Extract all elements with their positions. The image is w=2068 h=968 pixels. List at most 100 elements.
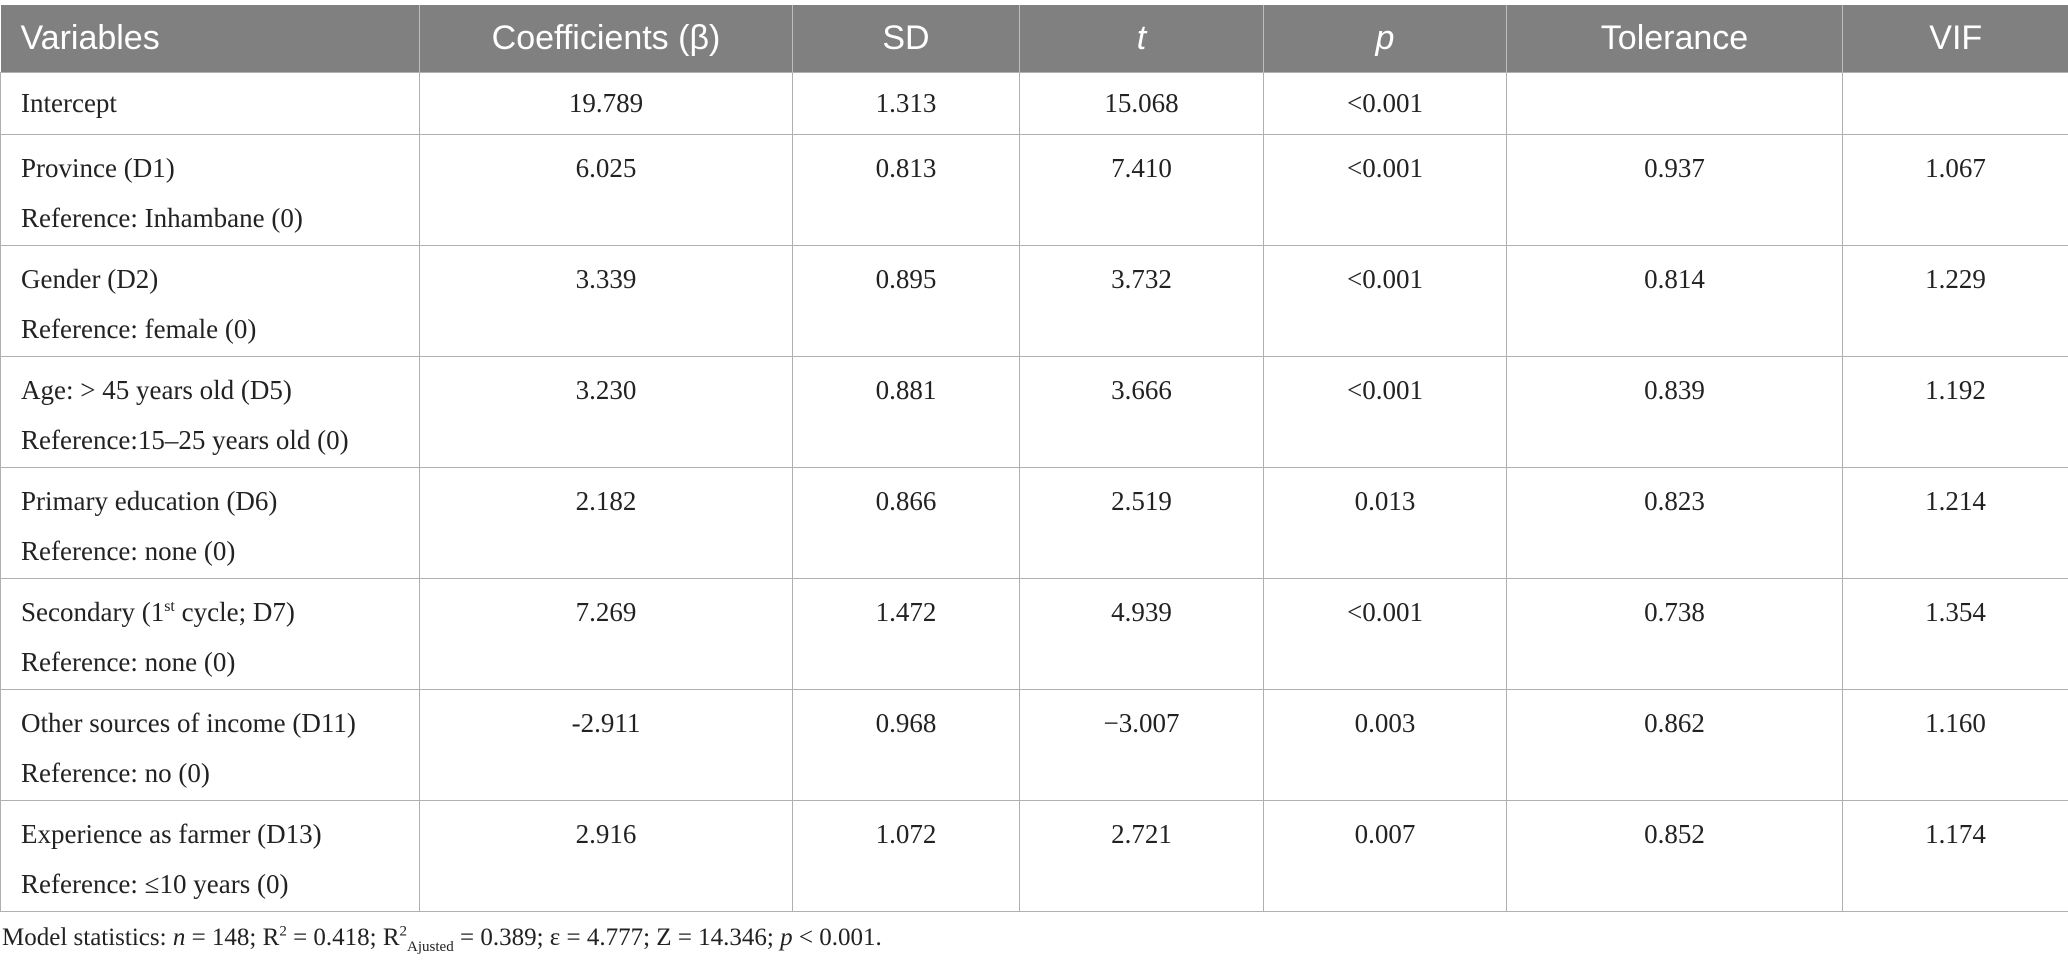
variable-cell: Other sources of income (D11) Reference:… bbox=[0, 689, 420, 801]
vif-cell: 1.192 bbox=[1842, 356, 2068, 468]
t-value: 2.721 bbox=[1111, 819, 1172, 849]
t-value: 7.410 bbox=[1111, 153, 1172, 183]
vif-value: 1.192 bbox=[1925, 375, 1986, 405]
vif-cell: 1.229 bbox=[1842, 245, 2068, 357]
p-value: <0.001 bbox=[1347, 597, 1423, 627]
sd-value: 1.472 bbox=[875, 597, 937, 627]
tolerance-cell: 0.839 bbox=[1506, 356, 1843, 468]
p-cell: 0.013 bbox=[1263, 467, 1507, 579]
header-coefficients: Coefficients (β) bbox=[419, 5, 793, 73]
vif-cell: 1.354 bbox=[1842, 578, 2068, 690]
vif-cell: 1.174 bbox=[1842, 800, 2068, 912]
sd-value: 0.813 bbox=[875, 153, 937, 183]
variable-cell: Primary education (D6) Reference: none (… bbox=[0, 467, 420, 579]
coef-cell: 2.916 bbox=[419, 800, 793, 912]
variable-cell: Experience as farmer (D13) Reference: ≤1… bbox=[0, 800, 420, 912]
table-row: Other sources of income (D11) Reference:… bbox=[0, 689, 2068, 801]
table-header-row: Variables Coefficients (β) SD t p Tolera… bbox=[0, 5, 2068, 73]
t-cell: 2.519 bbox=[1019, 467, 1264, 579]
sd-value: 0.866 bbox=[875, 486, 937, 516]
variable-reference: Reference: ≤10 years (0) bbox=[21, 869, 289, 899]
t-cell: 3.666 bbox=[1019, 356, 1264, 468]
coef-cell: -2.911 bbox=[419, 689, 793, 801]
coef-value: -2.911 bbox=[571, 708, 641, 738]
header-vif: VIF bbox=[1842, 5, 2068, 73]
t-cell: 3.732 bbox=[1019, 245, 1264, 357]
t-value: 3.732 bbox=[1111, 264, 1172, 294]
t-cell: 7.410 bbox=[1019, 134, 1264, 246]
p-value: <0.001 bbox=[1347, 264, 1423, 294]
tolerance-cell: 0.937 bbox=[1506, 134, 1843, 246]
header-t: t bbox=[1019, 5, 1264, 73]
vif-cell bbox=[1842, 72, 2068, 135]
vif-cell: 1.067 bbox=[1842, 134, 2068, 246]
p-value: 0.013 bbox=[1354, 486, 1416, 516]
p-cell: 0.003 bbox=[1263, 689, 1507, 801]
header-tolerance: Tolerance bbox=[1506, 5, 1843, 73]
vif-cell: 1.160 bbox=[1842, 689, 2068, 801]
table-row: Primary education (D6) Reference: none (… bbox=[0, 467, 2068, 579]
t-value: 3.666 bbox=[1111, 375, 1172, 405]
tolerance-value: 0.823 bbox=[1644, 486, 1705, 516]
variable-cell: Province (D1) Reference: Inhambane (0) bbox=[0, 134, 420, 246]
tolerance-value: 0.862 bbox=[1644, 708, 1705, 738]
t-cell: −3.007 bbox=[1019, 689, 1264, 801]
regression-table: Variables Coefficients (β) SD t p Tolera… bbox=[0, 5, 2068, 912]
tolerance-value: 0.839 bbox=[1644, 375, 1705, 405]
sd-cell: 0.866 bbox=[792, 467, 1020, 579]
coef-value: 3.339 bbox=[575, 264, 637, 294]
coef-value: 2.916 bbox=[575, 819, 637, 849]
model-statistics-footnote: Model statistics: n = 148; R2 = 0.418; R… bbox=[2, 923, 882, 955]
p-value: 0.003 bbox=[1354, 708, 1416, 738]
t-value: 4.939 bbox=[1111, 597, 1172, 627]
table-row: Province (D1) Reference: Inhambane (0) 6… bbox=[0, 134, 2068, 246]
variable-name: Province (D1) bbox=[21, 153, 175, 183]
sd-value: 1.072 bbox=[875, 819, 937, 849]
variable-reference: Reference: Inhambane (0) bbox=[21, 203, 303, 233]
sd-cell: 0.895 bbox=[792, 245, 1020, 357]
t-value: −3.007 bbox=[1103, 708, 1180, 738]
t-value: 2.519 bbox=[1111, 486, 1172, 516]
variable-name: Age: > 45 years old (D5) bbox=[21, 375, 292, 405]
coef-cell: 2.182 bbox=[419, 467, 793, 579]
p-value: <0.001 bbox=[1347, 153, 1423, 183]
tolerance-value: 0.852 bbox=[1644, 819, 1705, 849]
vif-value: 1.160 bbox=[1925, 708, 1986, 738]
variable-name: Secondary (1st cycle; D7) bbox=[21, 597, 295, 627]
tolerance-value: 0.937 bbox=[1644, 153, 1705, 183]
p-value: 0.007 bbox=[1354, 819, 1416, 849]
tolerance-cell: 0.862 bbox=[1506, 689, 1843, 801]
vif-value: 1.067 bbox=[1925, 153, 1986, 183]
coef-cell: 3.230 bbox=[419, 356, 793, 468]
header-variables: Variables bbox=[0, 5, 420, 73]
coef-cell: 19.789 bbox=[419, 72, 793, 135]
table-row: Experience as farmer (D13) Reference: ≤1… bbox=[0, 800, 2068, 912]
variable-reference: Reference: female (0) bbox=[21, 314, 257, 344]
tolerance-value: 0.814 bbox=[1644, 264, 1705, 294]
coef-value: 3.230 bbox=[575, 375, 637, 405]
variable-cell: Secondary (1st cycle; D7) Reference: non… bbox=[0, 578, 420, 690]
tolerance-cell: 0.814 bbox=[1506, 245, 1843, 357]
t-cell: 4.939 bbox=[1019, 578, 1264, 690]
variable-cell: Age: > 45 years old (D5) Reference:15–25… bbox=[0, 356, 420, 468]
vif-cell: 1.214 bbox=[1842, 467, 2068, 579]
vif-value: 1.229 bbox=[1925, 264, 1986, 294]
variable-name: Experience as farmer (D13) bbox=[21, 819, 322, 849]
table-row: Secondary (1st cycle; D7) Reference: non… bbox=[0, 578, 2068, 690]
p-cell: <0.001 bbox=[1263, 578, 1507, 690]
p-cell: <0.001 bbox=[1263, 72, 1507, 135]
sd-cell: 1.072 bbox=[792, 800, 1020, 912]
p-cell: <0.001 bbox=[1263, 134, 1507, 246]
t-cell: 15.068 bbox=[1019, 72, 1264, 135]
coef-cell: 7.269 bbox=[419, 578, 793, 690]
regression-table-container: Variables Coefficients (β) SD t p Tolera… bbox=[0, 5, 2068, 912]
coef-cell: 3.339 bbox=[419, 245, 793, 357]
t-cell: 2.721 bbox=[1019, 800, 1264, 912]
coef-value: 6.025 bbox=[575, 153, 637, 183]
coef-value: 7.269 bbox=[575, 597, 637, 627]
vif-value: 1.174 bbox=[1925, 819, 1986, 849]
tolerance-cell: 0.823 bbox=[1506, 467, 1843, 579]
ordinal-superscript: st bbox=[164, 598, 175, 615]
variable-reference: Reference: no (0) bbox=[21, 758, 210, 788]
sd-cell: 0.968 bbox=[792, 689, 1020, 801]
